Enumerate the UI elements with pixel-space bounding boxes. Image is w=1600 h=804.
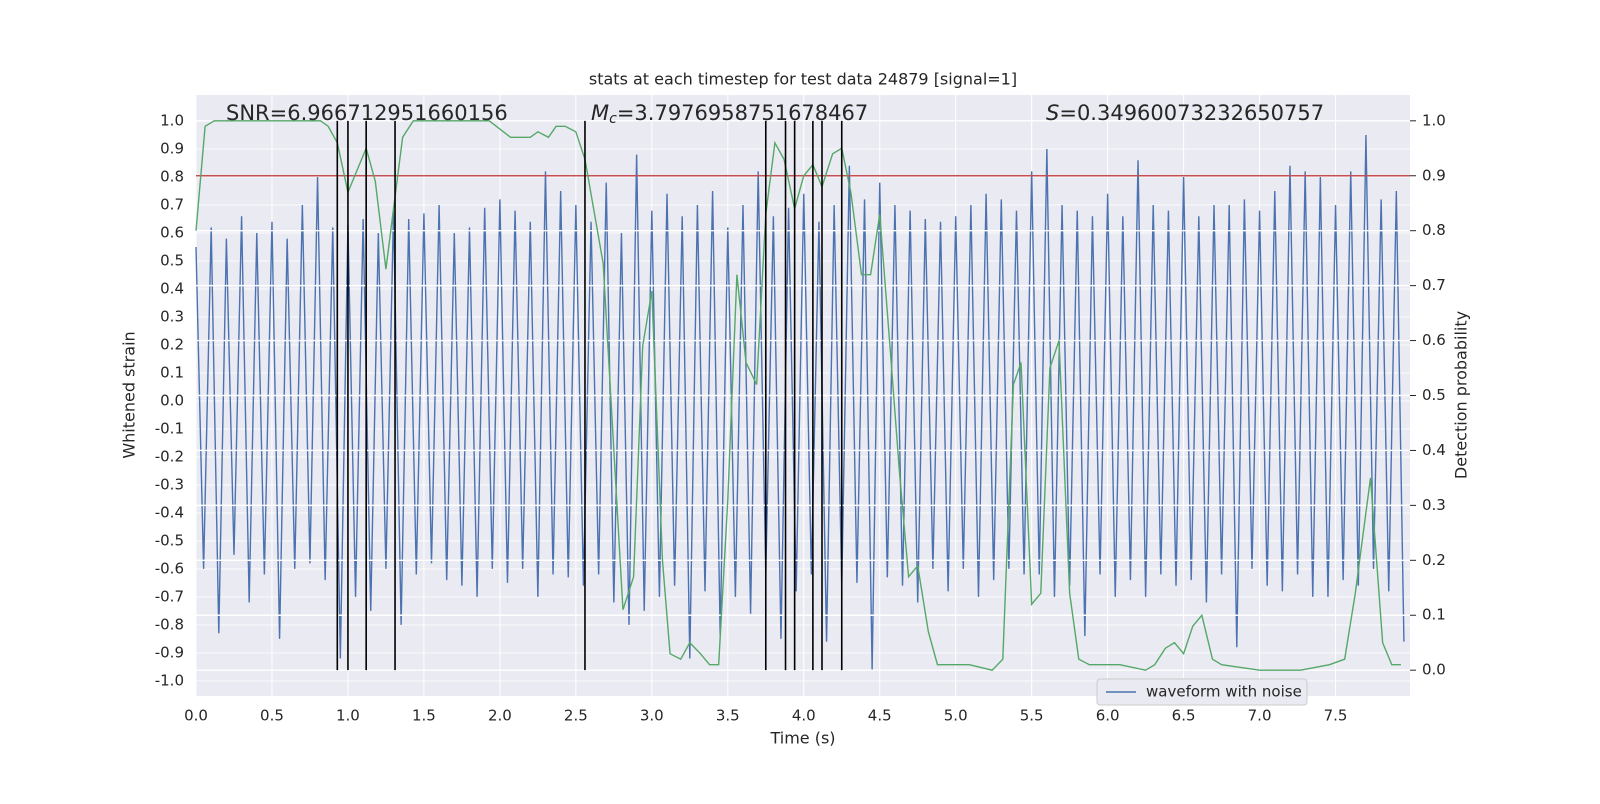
y-tick-label: 0.3: [160, 307, 184, 325]
y-tick-label: 0.4: [160, 279, 184, 297]
y-tick-label: -0.5: [155, 531, 184, 549]
probability-layer: [195, 120, 1410, 671]
x-tick-label: 7.5: [1324, 707, 1348, 725]
y-tick-label: -0.3: [155, 475, 184, 493]
y-tick-label: 1.0: [160, 112, 184, 130]
mc-annotation: Mc=3.7976958751678467: [591, 101, 868, 127]
x-tick-label: 5.5: [1020, 707, 1044, 725]
legend: waveform with noise: [1096, 678, 1308, 706]
y2-tick-label: 1.0: [1422, 111, 1446, 129]
y-tick-label: 0.9: [160, 140, 184, 158]
labels: 0.0 0.5 1.0 1.5 2.0 2.5 3.0 3.5 4.0 4.5 5.0 5.5 6.0 6…: [155, 111, 1446, 724]
y-tick-label: -0.6: [155, 559, 184, 577]
x-axis-label: Time (s): [769, 729, 835, 748]
mc-subscript: c: [609, 111, 617, 127]
snr-annotation: SNR=6.966712951660156: [226, 101, 508, 125]
y-tick-label: -1.0: [155, 671, 184, 689]
s-value: =0.34960073232650757: [1059, 101, 1324, 125]
y2-tick-label: 0.8: [1422, 221, 1446, 239]
s-annotation: S=0.34960073232650757: [1046, 101, 1324, 125]
y-tick-label: -0.2: [155, 447, 184, 465]
waveform-layer: [195, 135, 1405, 670]
x-tick-label: 1.0: [336, 707, 360, 725]
s-symbol: S: [1046, 101, 1059, 125]
x-tick-label: 7.0: [1248, 707, 1272, 725]
y2-axis-label: Detection probability: [1452, 311, 1471, 479]
x-tick-label: 0.5: [260, 707, 284, 725]
y-tick-label: 0.0: [160, 391, 184, 409]
legend-label: waveform with noise: [1146, 683, 1302, 701]
chart-title: stats at each timestep for test data 248…: [589, 70, 1017, 89]
y2-tick-label: 0.4: [1422, 441, 1446, 459]
waveform-line: [195, 135, 1405, 670]
y2-tick-label: 0.2: [1422, 551, 1446, 569]
x-tick-label: 0.0: [184, 707, 208, 725]
x-tick-label: 2.5: [564, 707, 588, 725]
x-tick-label: 6.5: [1172, 707, 1196, 725]
y2-tick-label: 0.3: [1422, 496, 1446, 514]
y-tick-label: 0.7: [160, 196, 184, 214]
y-tick-label: 0.6: [160, 224, 184, 242]
y-tick-label: 0.5: [160, 251, 184, 269]
y-axis-label: Whitened strain: [120, 331, 139, 458]
x-tick-label: 4.5: [868, 707, 892, 725]
x-tick-label: 3.0: [640, 707, 664, 725]
x-tick-label: 5.0: [944, 707, 968, 725]
mc-value: =3.7976958751678467: [617, 101, 868, 125]
y2-tick-label: 0.0: [1422, 661, 1446, 679]
y-tick-label: 0.2: [160, 335, 184, 353]
y-tick-label: -0.8: [155, 615, 184, 633]
y-tick-label: -0.4: [155, 503, 184, 521]
x-tick-label: 1.5: [412, 707, 436, 725]
y-tick-label: 0.8: [160, 168, 184, 186]
y-tick-label: -0.7: [155, 587, 184, 605]
y-tick-label: -0.1: [155, 419, 184, 437]
y2-tick-label: 0.7: [1422, 276, 1446, 294]
y2-tick-label: 0.9: [1422, 166, 1446, 184]
y-tick-label: 0.1: [160, 363, 184, 381]
x-tick-label: 4.0: [792, 707, 816, 725]
y2-tick-label: 0.1: [1422, 606, 1446, 624]
y-tick-label: -0.9: [155, 643, 184, 661]
legend-box: [1096, 678, 1308, 706]
x-tick-label: 2.0: [488, 707, 512, 725]
mc-symbol: M: [591, 101, 609, 125]
x-tick-label: 6.0: [1096, 707, 1120, 725]
x-tick-label: 3.5: [716, 707, 740, 725]
y2-tick-label: 0.6: [1422, 331, 1446, 349]
y2-tick-label: 0.5: [1422, 386, 1446, 404]
